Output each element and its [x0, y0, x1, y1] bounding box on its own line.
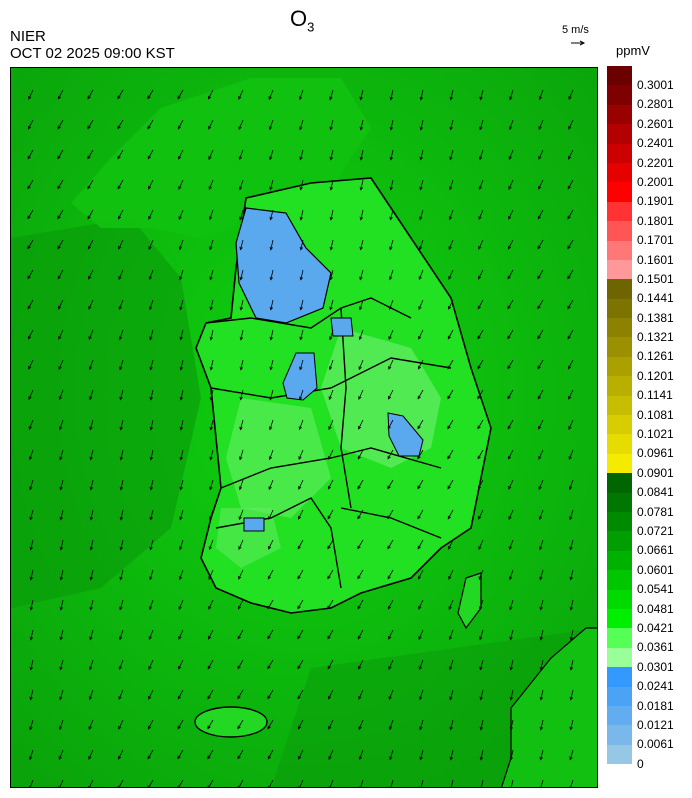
colorbar-swatch: [607, 570, 632, 589]
colorbar-swatch: [607, 551, 632, 570]
colorbar-tick-label: 0.0901: [637, 464, 674, 483]
reference-vector-arrow: [570, 38, 586, 48]
colorbar-swatch: [607, 628, 632, 647]
colorbar-swatch: [607, 531, 632, 550]
colorbar-swatch: [607, 337, 632, 356]
unit-label: ppmV: [616, 43, 650, 58]
colorbar-tick-label: 0.0361: [637, 638, 674, 657]
wind-arrow-head: [480, 787, 483, 788]
colorbar-swatch: [607, 279, 632, 298]
colorbar-tick-label: 0.1201: [637, 367, 674, 386]
colorbar-swatch: [607, 493, 632, 512]
colorbar-swatch: [607, 648, 632, 667]
organization-label: NIER: [10, 28, 46, 45]
ozone-map: [10, 67, 598, 788]
colorbar-swatch: [607, 512, 632, 531]
colorbar-tick-label: 0.1021: [637, 425, 674, 444]
colorbar-tick-label: 0.1321: [637, 328, 674, 347]
colorbar-swatch: [607, 105, 632, 124]
colorbar-swatch: [607, 725, 632, 744]
colorbar-tick-label: 0.0781: [637, 503, 674, 522]
low-ozone-spot-1: [331, 318, 353, 336]
colorbar-tick-label: 0.2801: [637, 95, 674, 114]
colorbar-swatch: [607, 376, 632, 395]
colorbar-swatch: [607, 221, 632, 240]
colorbar-swatch: [607, 590, 632, 609]
colorbar-swatch: [607, 415, 632, 434]
colorbar-tick-label: 0.1801: [637, 212, 674, 231]
colorbar-swatch: [607, 396, 632, 415]
colorbar-tick-label: 0.0481: [637, 600, 674, 619]
colorbar-tick-label: 0.0241: [637, 677, 674, 696]
colorbar-tick-label: 0.2401: [637, 134, 674, 153]
wind-arrow-head: [450, 787, 453, 788]
colorbar-swatch: [607, 163, 632, 182]
colorbar: [607, 66, 632, 764]
colorbar-swatch: [607, 473, 632, 492]
colorbar-tick-label: 0.2201: [637, 154, 674, 173]
colorbar-swatch: [607, 609, 632, 628]
colorbar-swatch: [607, 85, 632, 104]
colorbar-tick-label: 0.0061: [637, 735, 674, 754]
colorbar-swatch: [607, 357, 632, 376]
colorbar-tick-label: 0.0601: [637, 561, 674, 580]
reference-vector-label: 5 m/s: [562, 24, 589, 36]
colorbar-swatch: [607, 706, 632, 725]
colorbar-swatch: [607, 299, 632, 318]
colorbar-swatch: [607, 202, 632, 221]
colorbar-tick-label: 0.0721: [637, 522, 674, 541]
colorbar-tick-label: 0.1901: [637, 192, 674, 211]
colorbar-tick-label: 0.0661: [637, 541, 674, 560]
colorbar-tick-label: 0.1261: [637, 347, 674, 366]
colorbar-tick-label: 0.0841: [637, 483, 674, 502]
colorbar-swatch: [607, 124, 632, 143]
datetime-label: OCT 02 2025 09:00 KST: [10, 45, 175, 62]
colorbar-tick-label: 0.1701: [637, 231, 674, 250]
colorbar-tick-label: 0.0961: [637, 444, 674, 463]
colorbar-tick-label: 0.0301: [637, 658, 674, 677]
chart-title: O3: [290, 6, 314, 34]
colorbar-tick-label: 0.1501: [637, 270, 674, 289]
colorbar-swatch: [607, 318, 632, 337]
colorbar-tick-label: 0.1601: [637, 251, 674, 270]
colorbar-tick-label: 0.1441: [637, 289, 674, 308]
colorbar-swatch: [607, 687, 632, 706]
colorbar-labels: 0.3001 0.2801 0.2601 0.2401 0.2201 0.2001 0.19…: [637, 66, 674, 764]
colorbar-swatch: [607, 66, 632, 85]
colorbar-tick-label: 0.0421: [637, 619, 674, 638]
colorbar-swatch: [607, 144, 632, 163]
colorbar-tick-label: 0.0121: [637, 716, 674, 735]
colorbar-swatch: [607, 260, 632, 279]
colorbar-swatch: [607, 454, 632, 473]
gwangju-low-ozone: [244, 518, 264, 531]
colorbar-tick-label: 0.1081: [637, 406, 674, 425]
colorbar-swatch: [607, 434, 632, 453]
colorbar-tick-label: 0.0541: [637, 580, 674, 599]
colorbar-swatch: [607, 745, 632, 764]
colorbar-tick-label: 0: [637, 755, 674, 774]
colorbar-swatch: [607, 241, 632, 260]
colorbar-tick-label: 0.1381: [637, 309, 674, 328]
colorbar-tick-label: 0.1141: [637, 386, 674, 405]
colorbar-tick-label: 0.2001: [637, 173, 674, 192]
colorbar-tick-label: 0.3001: [637, 76, 674, 95]
jeju-island: [195, 707, 267, 737]
colorbar-tick-label: 0.2601: [637, 115, 674, 134]
colorbar-swatch: [607, 182, 632, 201]
colorbar-tick-label: 0.0181: [637, 697, 674, 716]
colorbar-swatch: [607, 667, 632, 686]
